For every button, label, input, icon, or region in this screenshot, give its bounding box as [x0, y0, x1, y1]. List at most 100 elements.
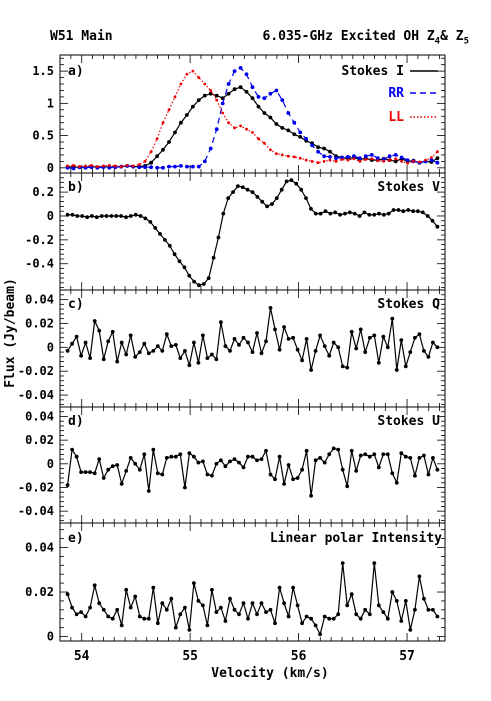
data-point	[400, 160, 403, 163]
data-point	[403, 364, 408, 369]
data-point	[259, 351, 264, 356]
data-point	[304, 158, 308, 162]
data-point	[309, 368, 313, 372]
data-point	[363, 350, 368, 354]
data-point	[422, 596, 426, 601]
data-point	[367, 212, 372, 217]
data-point	[137, 614, 142, 619]
data-point	[388, 158, 392, 162]
data-point	[417, 332, 422, 337]
data-point	[405, 158, 410, 163]
y-tick-label: 0.02	[25, 433, 54, 447]
data-point	[422, 453, 426, 458]
data-point	[318, 211, 323, 216]
data-point	[273, 477, 277, 482]
data-point	[214, 127, 219, 132]
y-tick-label: 0	[47, 457, 54, 471]
data-point	[84, 164, 87, 168]
data-point	[161, 121, 165, 125]
data-point	[270, 202, 274, 206]
data-point	[192, 279, 197, 284]
data-point	[298, 130, 303, 135]
data-point	[92, 583, 97, 588]
data-point	[97, 328, 102, 333]
series-line-1-2	[67, 67, 438, 170]
data-point	[277, 585, 282, 590]
label-stokes-v: Stokes V	[377, 180, 440, 195]
legend-label-rr: RR	[388, 86, 404, 101]
data-point	[411, 209, 415, 214]
series-line-3-1	[67, 307, 438, 371]
data-point	[304, 448, 309, 453]
data-point	[399, 619, 404, 623]
data-point	[250, 350, 255, 354]
legend-label-ll: LL	[388, 110, 404, 125]
data-point	[187, 451, 192, 456]
data-point	[358, 327, 363, 332]
data-point	[424, 158, 427, 162]
data-point	[280, 153, 284, 157]
data-point	[128, 605, 133, 610]
data-point	[237, 612, 241, 617]
data-point	[309, 493, 313, 498]
data-point	[250, 96, 255, 101]
data-point	[352, 211, 357, 216]
data-point	[125, 163, 129, 167]
data-point	[304, 136, 309, 141]
data-point	[298, 135, 303, 139]
data-point	[88, 356, 92, 360]
data-point	[299, 187, 304, 192]
data-point	[232, 457, 237, 461]
data-point	[219, 605, 223, 610]
data-point	[436, 150, 439, 154]
data-point	[275, 152, 278, 156]
data-point	[396, 208, 401, 212]
data-point	[401, 209, 406, 214]
data-point	[435, 224, 440, 229]
data-point	[114, 214, 119, 218]
data-point	[408, 456, 413, 460]
data-point	[386, 211, 391, 216]
data-point	[385, 345, 390, 350]
data-point	[97, 601, 102, 606]
data-point	[331, 340, 336, 345]
y-tick-label: -0.02	[18, 480, 54, 494]
panel-label-d: d)	[68, 414, 84, 429]
data-point	[255, 195, 260, 199]
data-point	[149, 160, 154, 165]
data-point	[426, 472, 431, 477]
data-point	[286, 614, 291, 619]
data-point	[214, 610, 219, 614]
data-point	[358, 453, 363, 458]
header-line-title: 6.035-GHz Excited OH Z4& Z5	[262, 29, 469, 47]
x-tick-label: 57	[399, 649, 415, 664]
data-point	[376, 360, 381, 365]
data-point	[66, 164, 69, 168]
panel-label-c: c)	[68, 297, 84, 312]
data-point	[107, 163, 111, 167]
data-point	[214, 93, 219, 98]
data-point	[250, 601, 255, 606]
data-point	[328, 211, 333, 216]
data-point	[143, 165, 148, 170]
data-point	[354, 469, 359, 473]
data-point	[119, 482, 124, 486]
data-point	[164, 332, 169, 337]
data-point	[435, 467, 440, 472]
data-point	[336, 612, 341, 617]
data-point	[187, 628, 192, 632]
data-point	[426, 355, 431, 359]
data-point	[214, 461, 219, 466]
data-point	[289, 178, 294, 183]
data-point	[274, 196, 279, 201]
data-point	[363, 154, 368, 159]
data-point	[232, 607, 237, 612]
data-point	[316, 161, 320, 165]
data-point	[151, 585, 156, 590]
data-point	[264, 339, 268, 344]
data-point	[333, 210, 338, 215]
data-point	[192, 454, 196, 459]
data-point	[65, 592, 70, 597]
data-point	[273, 327, 277, 332]
